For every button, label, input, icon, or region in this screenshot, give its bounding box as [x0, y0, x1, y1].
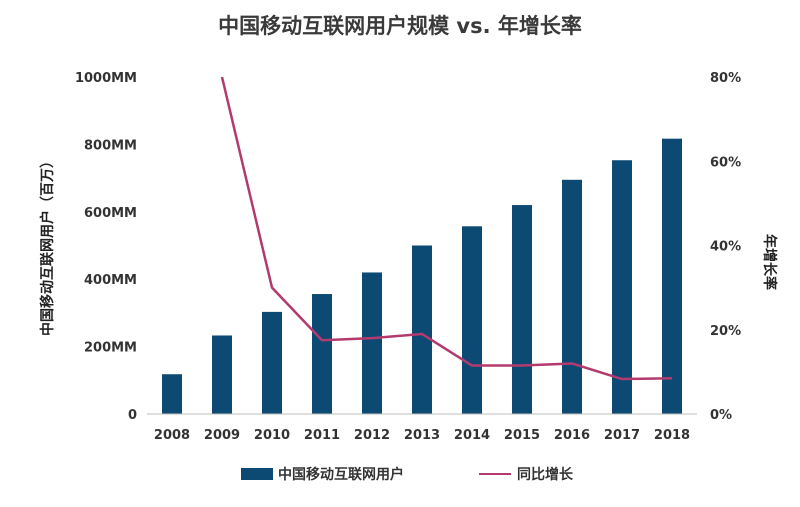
y-axis-right-label: 年增长率: [761, 234, 778, 290]
chart-title: 中国移动互联网用户规模 vs. 年增长率: [218, 14, 582, 38]
x-tick-label: 2016: [554, 428, 590, 443]
y-right-tick-label: 40%: [710, 240, 741, 255]
y-tick-label: 400MM: [84, 273, 137, 288]
bar: [662, 138, 682, 414]
y-right-tick-label: 60%: [710, 155, 741, 170]
x-tick-label: 2017: [604, 428, 640, 443]
y-axis-label: 中国移动互联网用户（百万）: [39, 154, 56, 336]
x-tick-label: 2010: [254, 428, 290, 443]
x-tick-label: 2015: [504, 428, 540, 443]
legend-line-label: 同比增长: [517, 466, 574, 483]
legend-bar-label: 中国移动互联网用户: [278, 466, 404, 483]
bar: [362, 272, 382, 414]
y-axis-right-ticks: 0% 20% 40% 60% 80%: [710, 71, 741, 423]
bar: [612, 160, 632, 414]
y-tick-label: 800MM: [84, 138, 137, 153]
bar: [512, 205, 532, 414]
x-tick-label: 2013: [404, 428, 440, 443]
growth-line: [220, 77, 673, 381]
legend-bar-swatch: [241, 468, 273, 480]
bar: [262, 311, 282, 414]
bar-series: [162, 138, 682, 414]
x-tick-label: 2009: [204, 428, 240, 443]
y-right-tick-label: 20%: [710, 324, 741, 339]
y-axis-ticks: 0 200MM 400MM 600MM 800MM 1000MM: [75, 71, 137, 423]
legend: 中国移动互联网用户 同比增长: [241, 466, 574, 483]
bar: [162, 374, 182, 414]
y-tick-label: 600MM: [84, 206, 137, 221]
y-tick-label: 0: [128, 408, 137, 423]
bar: [562, 179, 582, 414]
x-tick-label: 2011: [304, 428, 340, 443]
bar: [312, 294, 332, 414]
y-tick-label: 200MM: [84, 341, 137, 356]
x-tick-label: 2012: [354, 428, 390, 443]
x-tick-label: 2014: [454, 428, 490, 443]
y-tick-label: 1000MM: [75, 71, 137, 86]
bar: [412, 245, 432, 414]
x-tick-label: 2018: [654, 428, 690, 443]
bar: [212, 335, 232, 414]
y-right-tick-label: 80%: [710, 71, 741, 86]
y-right-tick-label: 0%: [710, 408, 732, 423]
x-tick-label: 2008: [154, 428, 190, 443]
bar: [462, 226, 482, 414]
growth-line-series: [220, 77, 673, 381]
x-axis-ticks: 2008 2009 2010 2011 2012 2013 2014 2015 2016 2017…: [154, 428, 690, 443]
